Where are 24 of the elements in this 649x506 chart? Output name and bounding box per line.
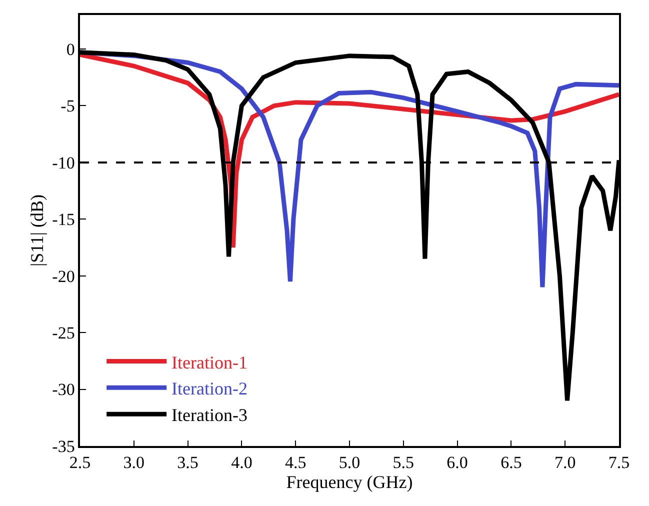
legend-label: Iteration-1 bbox=[172, 352, 248, 372]
x-tick-label: 5.5 bbox=[392, 453, 414, 472]
y-tick-label: -30 bbox=[52, 380, 75, 400]
x-tick-label: 4.0 bbox=[231, 453, 252, 472]
x-axis-title: Frequency (GHz) bbox=[286, 472, 413, 492]
y-tick-label: -35 bbox=[52, 436, 75, 456]
x-tick-label: 2.5 bbox=[69, 453, 91, 472]
y-tick-label: -10 bbox=[52, 153, 75, 172]
y-tick-label: -25 bbox=[52, 324, 75, 343]
legend-label: Iteration-3 bbox=[172, 405, 248, 426]
x-tick-label: 5.0 bbox=[338, 453, 360, 472]
x-tick-label: 3.0 bbox=[123, 453, 145, 472]
x-tick-label: 6.0 bbox=[446, 453, 468, 472]
y-tick-label: -15 bbox=[52, 210, 75, 230]
y-axis-title: |S11| (dB) bbox=[26, 194, 47, 267]
x-tick-label: 7.5 bbox=[608, 453, 630, 472]
y-tick-label: 0 bbox=[66, 40, 75, 59]
x-tick-label: 6.5 bbox=[500, 453, 522, 472]
x-tick-label: 3.5 bbox=[177, 453, 198, 472]
y-tick-label: -20 bbox=[52, 266, 75, 286]
legend-label: Iteration-2 bbox=[172, 378, 248, 399]
y-tick-label: -5 bbox=[60, 96, 75, 116]
x-tick-label: 4.5 bbox=[284, 453, 306, 472]
x-tick-label: 7.0 bbox=[554, 453, 576, 472]
